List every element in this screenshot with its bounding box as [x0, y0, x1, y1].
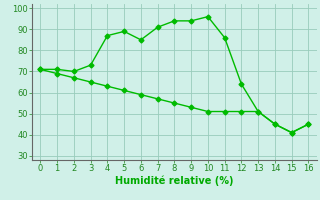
X-axis label: Humidité relative (%): Humidité relative (%)	[115, 176, 234, 186]
